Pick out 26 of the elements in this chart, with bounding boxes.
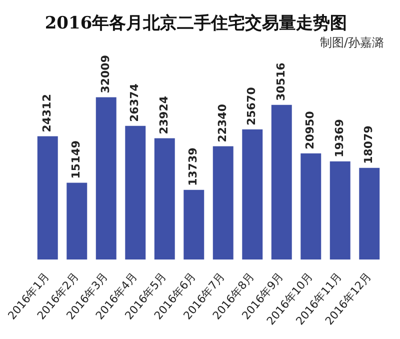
data-label: 20950 — [304, 110, 317, 150]
chart-subtitle: 制图/孙嘉潞 — [320, 36, 384, 50]
data-label: 19369 — [332, 119, 346, 158]
bar — [271, 104, 292, 260]
data-label: 15149 — [70, 140, 83, 179]
bar — [125, 126, 146, 260]
data-label: 23924 — [157, 96, 170, 134]
data-label: 32009 — [98, 55, 112, 94]
data-label: 13739 — [186, 148, 200, 186]
bar — [212, 146, 234, 260]
bar — [359, 168, 380, 260]
chart-title: 2016年各月北京二手住宅交易量走势图 — [44, 14, 348, 34]
data-label: 24312 — [40, 94, 54, 132]
bar — [330, 161, 350, 260]
bar — [37, 136, 58, 260]
data-label: 22340 — [216, 104, 229, 142]
data-label: 18079 — [362, 126, 376, 164]
bar — [96, 97, 116, 260]
data-label: 26374 — [128, 83, 142, 122]
bar — [154, 138, 175, 260]
bar — [184, 190, 204, 260]
bar — [242, 129, 263, 260]
bar — [300, 153, 322, 260]
bar — [66, 182, 88, 260]
data-label: 25670 — [245, 86, 258, 126]
data-label: 30516 — [274, 62, 288, 101]
